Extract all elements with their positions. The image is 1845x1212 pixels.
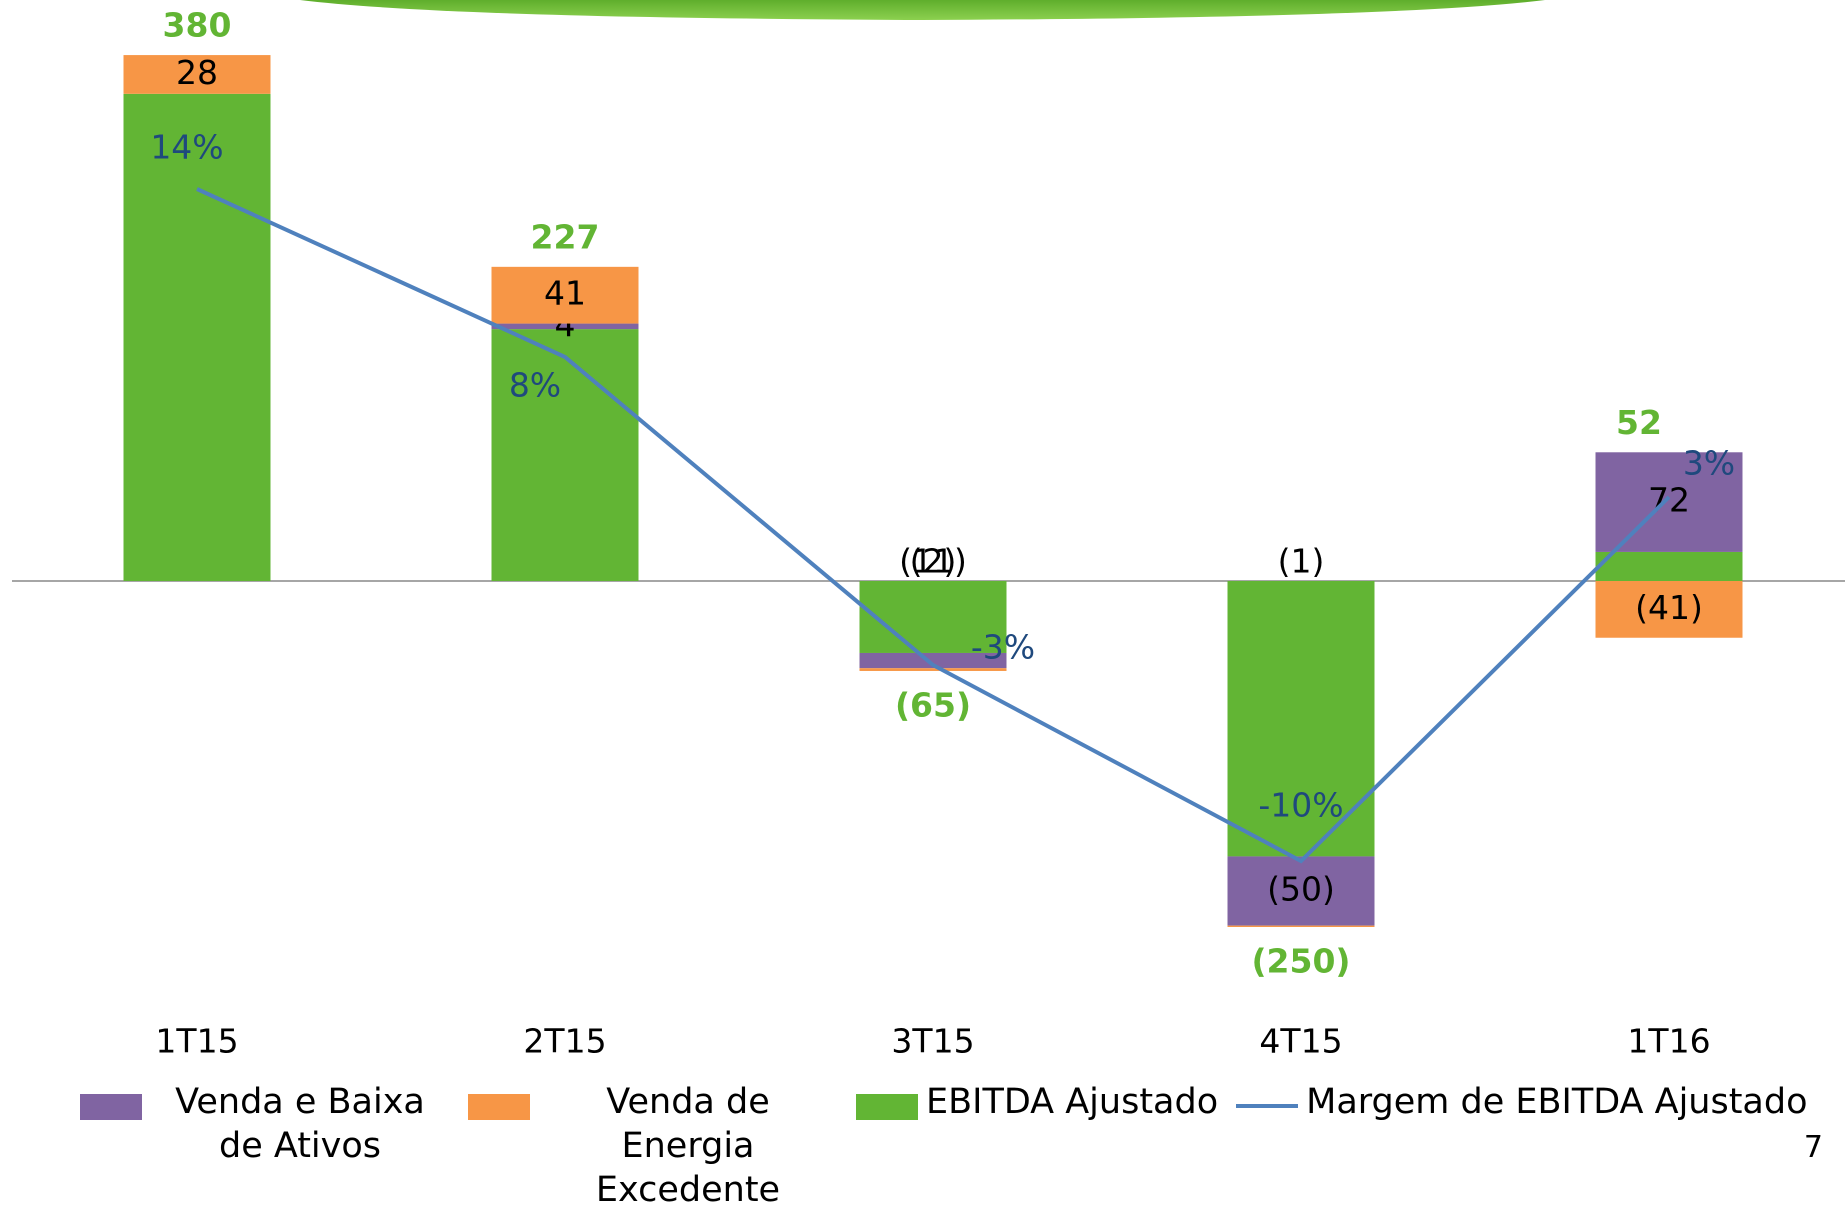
bar-segment: [1227, 925, 1375, 927]
legend: Venda e Baixa de Ativos Venda de Energia …: [80, 1080, 1826, 1212]
bar-segment: [1595, 581, 1743, 638]
bar-segment: [491, 266, 639, 324]
legend-swatch: [856, 1094, 918, 1120]
segment-label: (41): [1635, 588, 1703, 627]
legend-label: Margem de EBITDA Ajustado: [1306, 1082, 1808, 1122]
segment-label: 41: [544, 274, 586, 313]
bar-segment: [859, 581, 1007, 653]
total-label: (250): [1251, 942, 1350, 981]
page-number: 7: [1803, 1130, 1823, 1165]
margin-label: 14%: [150, 128, 223, 167]
banner: [300, 0, 1545, 20]
legend-label: Venda de Energia Excedente: [595, 1082, 781, 1210]
chart: 1T15283802T154412273T15(11)(2)(65)4T15(5…: [12, 0, 1845, 1061]
legend-swatch: [1236, 1104, 1299, 1108]
segment-label: (11): [899, 542, 967, 581]
bar-segment: [1595, 452, 1743, 552]
legend-label: EBITDA Ajustado: [926, 1082, 1219, 1122]
bar-segment: [1227, 856, 1375, 926]
legend-swatch: [80, 1094, 142, 1120]
margin-label: 3%: [1683, 444, 1735, 483]
x-tick-label: 1T15: [155, 1022, 238, 1061]
legend-item: Venda e Baixa de Ativos: [80, 1080, 450, 1168]
bar-segment: [859, 652, 1007, 669]
legend-item: EBITDA Ajustado: [856, 1080, 1218, 1124]
margin-line: [196, 187, 1671, 864]
total-label: (65): [895, 685, 971, 724]
page: {"chart_data": {"type": "bar", "categori…: [12, 0, 1845, 1210]
total-label: 52: [1616, 403, 1662, 442]
margin-label: -10%: [1258, 786, 1343, 825]
segment-label: (2): [910, 542, 957, 581]
legend-swatch: [468, 1094, 530, 1120]
total-label: 380: [163, 6, 232, 45]
segment-label: (1): [1278, 542, 1325, 581]
x-tick-label: 4T15: [1259, 1022, 1342, 1061]
bar-segment: [123, 55, 271, 94]
legend-label: Venda e Baixa de Ativos: [175, 1082, 425, 1166]
bar-segment: [1595, 551, 1743, 581]
segment-label: 28: [176, 53, 218, 92]
x-tick-label: 2T15: [523, 1022, 606, 1061]
margin-label: 8%: [509, 366, 561, 405]
bar-segment: [123, 93, 271, 581]
legend-item: Margem de EBITDA Ajustado: [1236, 1080, 1808, 1124]
segment-label: (50): [1267, 870, 1335, 909]
margin-label: -3%: [971, 628, 1035, 667]
bar-segment: [859, 668, 1007, 671]
total-label: 227: [531, 217, 600, 256]
x-tick-label: 3T15: [891, 1022, 974, 1061]
x-tick-label: 1T16: [1627, 1022, 1710, 1061]
bar-segment: [491, 323, 639, 330]
legend-item: Venda de Energia Excedente: [468, 1080, 838, 1212]
bar-segment: [491, 329, 639, 581]
